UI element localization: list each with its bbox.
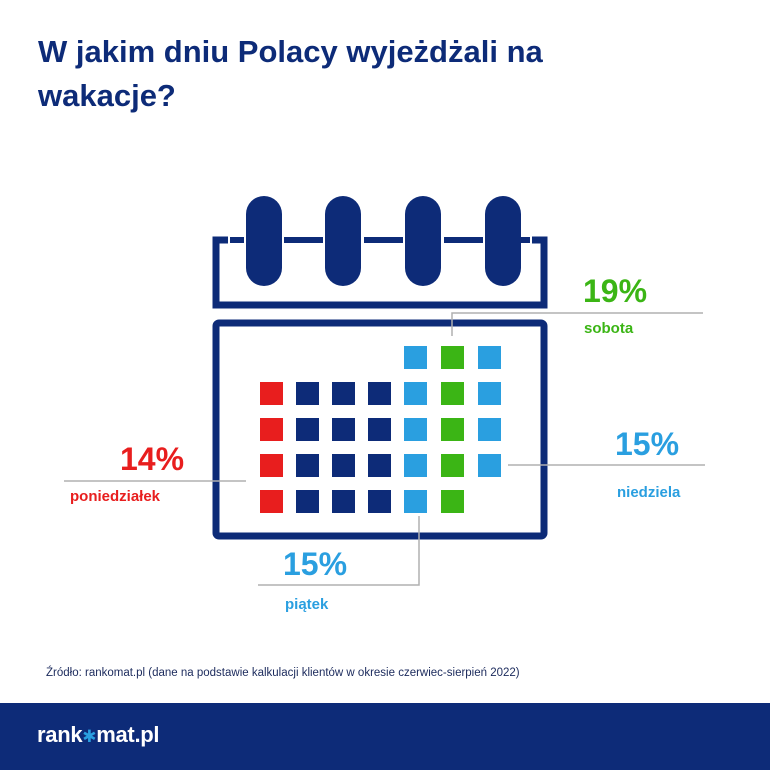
waffle-cell-poniedzialek	[260, 382, 283, 405]
waffle-cell-blue	[404, 490, 427, 513]
leader-line-sobota	[451, 312, 703, 336]
value-label-piatek: 15%	[283, 546, 348, 582]
waffle-cell-blue	[478, 382, 501, 405]
waffle-cell-blue	[478, 418, 501, 441]
page-title: W jakim dniu Polacy wyjeżdżali na wakacj…	[38, 34, 543, 113]
waffle-cell-blue	[404, 382, 427, 405]
calendar-ring-2	[325, 196, 361, 286]
calendar-ring-4	[485, 196, 521, 286]
waffle-cell-other	[368, 454, 391, 477]
waffle-cell-sobota	[441, 490, 464, 513]
waffle-cell-sobota	[441, 382, 464, 405]
calendar-ring-1	[246, 196, 282, 286]
leader-lines	[64, 312, 705, 586]
waffle-cell-other	[332, 454, 355, 477]
waffle-cell-blue	[404, 454, 427, 477]
star-icon: ✱	[82, 727, 97, 746]
waffle-cell-other	[296, 490, 319, 513]
value-label-sobota: 19%	[583, 273, 648, 309]
category-label-piatek: piątek	[285, 596, 329, 613]
waffle-cell-other	[296, 382, 319, 405]
calendar-body	[212, 319, 548, 540]
footer-bar: rank✱mat.pl	[0, 703, 770, 770]
waffle-cell-blue	[478, 454, 501, 477]
calendar-ring-3	[405, 196, 441, 286]
waffle-cells	[260, 346, 501, 513]
waffle-cell-other	[332, 382, 355, 405]
waffle-cell-blue	[404, 346, 427, 369]
waffle-cell-sobota	[441, 418, 464, 441]
leader-line-piatek	[258, 516, 420, 586]
category-label-poniedzialek: poniedziałek	[70, 488, 161, 505]
waffle-cell-sobota	[441, 346, 464, 369]
waffle-cell-poniedzialek	[260, 490, 283, 513]
waffle-cell-other	[332, 490, 355, 513]
waffle-cell-other	[368, 418, 391, 441]
category-label-niedziela: niedziela	[617, 484, 681, 501]
waffle-cell-poniedzialek	[260, 418, 283, 441]
waffle-cell-blue	[478, 346, 501, 369]
value-label-niedziela: 15%	[615, 426, 680, 462]
waffle-cell-poniedzialek	[260, 454, 283, 477]
source-note: Źródło: rankomat.pl (dane na podstawie k…	[46, 667, 520, 679]
waffle-cell-other	[296, 454, 319, 477]
waffle-cell-sobota	[441, 454, 464, 477]
calendar-header-frame	[212, 236, 548, 309]
waffle-cell-other	[368, 382, 391, 405]
rankomat-logo[interactable]: rank✱mat.pl	[37, 722, 160, 747]
waffle-cell-other	[368, 490, 391, 513]
waffle-cell-other	[332, 418, 355, 441]
calendar-rings	[246, 196, 521, 286]
waffle-cell-other	[296, 418, 319, 441]
category-label-sobota: sobota	[584, 320, 634, 337]
waffle-cell-blue	[404, 418, 427, 441]
value-label-poniedzialek: 14%	[120, 441, 185, 477]
